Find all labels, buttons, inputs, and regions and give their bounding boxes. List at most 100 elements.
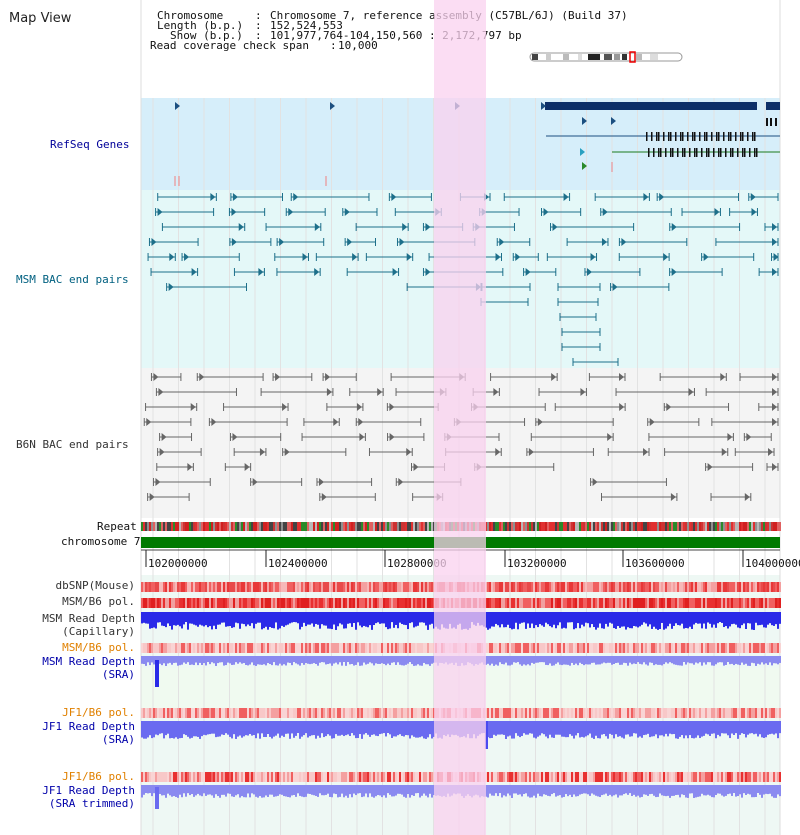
jf1-b6-pol-cell [557, 708, 559, 718]
msm-depth-sra-bar [527, 656, 529, 665]
msm-b6-pol-sra-cell [575, 643, 577, 653]
ideogram-band [578, 54, 582, 60]
jf1-b6-pol-trim-cell [259, 772, 261, 782]
msm-b6-pol-sra-cell [357, 643, 359, 653]
dbsnp-track-label: dbSNP(Mouse) [55, 579, 135, 592]
jf1-b6-pol-trim-cell [591, 772, 593, 782]
jf1-depth-trim-bar [667, 785, 669, 796]
repeat-segment [735, 522, 737, 531]
msm-b6-pol-cell [661, 598, 663, 608]
jf1-b6-pol-trim-cell [517, 772, 519, 782]
msm-b6-pol-sra-cell [399, 643, 401, 653]
jf1-depth-trim-label: JF1 Read Depth [42, 784, 135, 797]
jf1-b6-pol-cell [289, 708, 291, 718]
jf1-depth-trim-bar [163, 785, 165, 796]
jf1-depth-trim-bar [613, 785, 615, 796]
msm-depth-capillary-bar [503, 612, 505, 628]
jf1-depth-sra-bar [199, 721, 201, 739]
jf1-b6-pol-trim-cell [487, 772, 489, 782]
jf1-b6-pol-trim-cell [589, 772, 591, 782]
msm-bac-pair-arrow [293, 193, 299, 201]
jf1-depth-trim-bar [303, 785, 305, 798]
msm-depth-sra-bar [343, 656, 345, 663]
msm-depth-capillary-bar [285, 612, 287, 626]
dbsnp-cell [597, 582, 599, 592]
jf1-depth-sra-bar [167, 721, 169, 734]
jf1-depth-trim-bar [153, 785, 155, 794]
msm-depth-sra-bar [235, 656, 237, 663]
msm-depth-sra-bar [191, 656, 193, 665]
jf1-b6-pol-cell [201, 708, 203, 718]
repeat-segment [577, 522, 579, 531]
jf1-b6-pol-cell [355, 708, 357, 718]
jf1-b6-pol-cell [371, 708, 373, 718]
msm-bac-pair-arrow [602, 208, 608, 216]
msm-b6-pol-sra-cell [381, 643, 383, 653]
jf1-b6-pol-trim-cell [751, 772, 753, 782]
msm-b6-pol-cell [265, 598, 267, 608]
msm-depth-capillary-bar [307, 612, 309, 625]
msm-depth-capillary-bar [647, 612, 649, 627]
jf1-b6-pol-cell [227, 708, 229, 718]
msm-b6-pol-cell [325, 598, 327, 608]
msm-depth-capillary-bar [761, 612, 763, 625]
jf1-b6-pol-cell [311, 708, 313, 718]
jf1-depth-sra-bar [233, 721, 235, 735]
jf1-b6-pol-cell [203, 708, 205, 718]
jf1-b6-pol-cell [195, 708, 197, 718]
jf1-depth-sra-bar [619, 721, 621, 737]
msm-b6-pol-sra-cell [561, 643, 563, 653]
msm-depth-sra-bar [615, 656, 617, 664]
jf1-depth-sra-bar [645, 721, 647, 735]
dbsnp-cell [323, 582, 325, 592]
repeat-segment [201, 522, 203, 531]
jf1-depth-sra-bar [777, 721, 779, 739]
jf1-b6-pol-cell [573, 708, 575, 718]
b6n-bac-track-label: B6N BAC end pairs [16, 438, 129, 451]
b6n-bac-pair-arrow [721, 448, 727, 456]
jf1-depth-trim-bar [737, 785, 739, 797]
repeat-segment [205, 522, 207, 531]
msm-b6-pol-cell [167, 598, 169, 608]
jf1-b6-pol-cell [727, 708, 729, 718]
msm-b6-pol-cell [761, 598, 763, 608]
jf1-b6-pol-cell [395, 708, 397, 718]
exon [694, 132, 696, 141]
msm-bac-pair-arrow [499, 238, 505, 246]
msm-b6-pol-sra-cell [265, 643, 267, 653]
jf1-depth-trim-bar [765, 785, 767, 794]
axis-tick-label: 102000000 [148, 557, 208, 570]
jf1-depth-trim-bar [411, 785, 413, 796]
jf1-b6-pol-trim-cell [393, 772, 395, 782]
exon [747, 132, 749, 141]
msm-depth-sra-bar [201, 656, 203, 666]
jf1-b6-pol-trim-cell [229, 772, 231, 782]
dbsnp-cell [715, 582, 717, 592]
repeat-segment [569, 522, 571, 531]
jf1-b6-pol-cell [335, 708, 337, 718]
msm-b6-pol-cell [489, 598, 491, 608]
msm-b6-pol-sra-cell [409, 643, 411, 653]
msm-b6-pol-cell [543, 598, 545, 608]
msm-depth-sra-bar [263, 656, 265, 665]
jf1-depth-sra-bar [381, 721, 383, 734]
jf1-depth-trim-bar [535, 785, 537, 798]
jf1-depth-sra-bar [703, 721, 705, 736]
jf1-depth-trim-bar [489, 785, 491, 794]
msm-depth-capillary-bar [143, 612, 145, 623]
dbsnp-cell [499, 582, 501, 592]
msm-b6-pol-sra-cell [731, 643, 733, 653]
dbsnp-cell [217, 582, 219, 592]
jf1-b6-pol-trim-cell [509, 772, 511, 782]
msm-b6-pol-cell [177, 598, 179, 608]
jf1-b6-pol-trim-cell [341, 772, 343, 782]
msm-b6-pol-cell [339, 598, 341, 608]
jf1-depth-sra-bar [589, 721, 591, 734]
jf1-b6-pol-cell [265, 708, 267, 718]
jf1-depth-sra-bar [391, 721, 393, 738]
jf1-depth-trim-bar [419, 785, 421, 798]
msm-depth-capillary-bar [217, 612, 219, 625]
jf1-depth-sra-bar [677, 721, 679, 739]
jf1-b6-pol-cell [717, 708, 719, 718]
